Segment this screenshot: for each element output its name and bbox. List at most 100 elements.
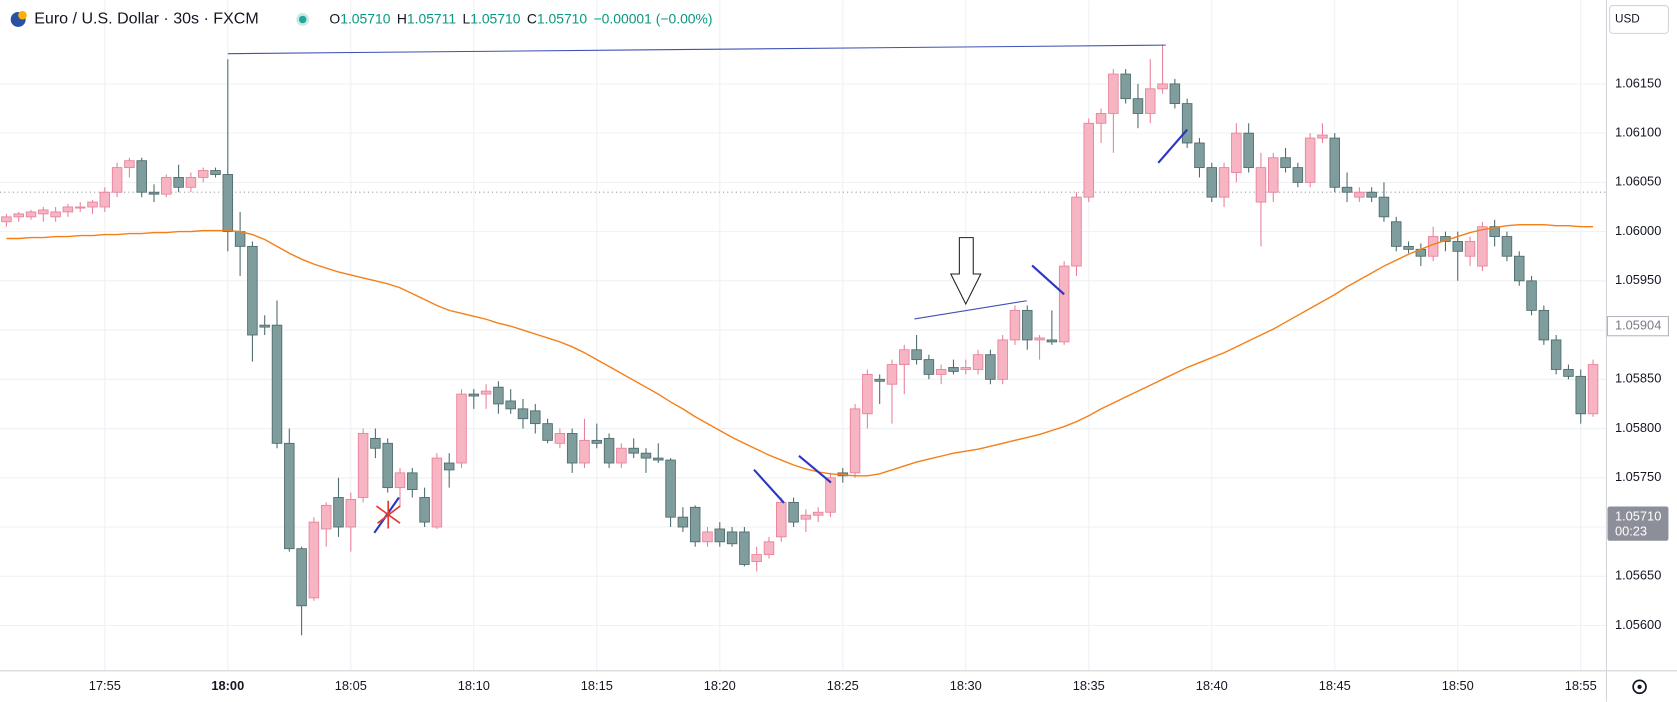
candle-body: [1317, 134, 1328, 139]
ohlc-value: 1.05711: [407, 10, 456, 26]
candle-body: [1489, 226, 1500, 237]
candle-body: [99, 191, 111, 208]
ohlc-value: 1.05710: [470, 10, 520, 26]
candle-body: [1095, 113, 1107, 124]
candle-body: [1341, 186, 1353, 193]
candle-body: [443, 462, 455, 471]
candle-body: [148, 191, 160, 195]
symbol-icon: [18, 10, 27, 20]
y-tick-label: 1.06000: [1615, 223, 1661, 238]
last-price-box: [1607, 506, 1669, 541]
candle-body: [185, 177, 197, 188]
candle-body: [25, 211, 37, 218]
candle-body: [1181, 103, 1193, 144]
candle-body: [1022, 309, 1033, 341]
grid: [0, 0, 1607, 671]
candle-body: [271, 324, 283, 444]
candle-body: [689, 506, 701, 543]
candle-body: [197, 170, 209, 178]
settings-icon[interactable]: [1637, 684, 1642, 689]
y-tick-label: 1.05750: [1615, 469, 1661, 484]
candle-body: [788, 501, 799, 523]
candle-body: [849, 408, 861, 474]
candle-body: [948, 367, 959, 372]
candle-body: [505, 400, 516, 410]
x-tick-label: 18:50: [1442, 678, 1474, 693]
ohlc-change: −0.00001 (−0.00%): [594, 10, 713, 26]
candle-body: [247, 245, 258, 336]
candle-body: [62, 206, 74, 213]
candle-body: [1354, 191, 1365, 198]
settings-button[interactable]: [1632, 679, 1647, 695]
y-tick-label: 1.06100: [1615, 125, 1661, 140]
trend-line: [798, 454, 832, 484]
x-tick-label: 18:15: [581, 678, 613, 693]
candle-body: [38, 209, 49, 215]
trend-line: [1031, 264, 1065, 296]
last-price-label: 1.05710: [1615, 509, 1661, 524]
cross-marker: [375, 500, 401, 529]
x-tick-label: 18:45: [1319, 678, 1351, 693]
candle-body: [308, 521, 320, 599]
candle-body: [1169, 83, 1181, 105]
candle-body: [1218, 167, 1230, 198]
candle-body: [1587, 364, 1599, 415]
candle-body: [357, 433, 369, 498]
candle-body: [1157, 83, 1168, 90]
candle-body: [173, 177, 184, 188]
ohlc-key: C: [527, 10, 537, 26]
candle-body: [259, 324, 270, 328]
candle-body: [665, 459, 676, 518]
candle-body: [726, 531, 738, 545]
x-tick-label: 18:40: [1196, 678, 1228, 693]
candle-body: [1268, 157, 1279, 193]
candle-body: [628, 447, 639, 454]
candle-body: [1464, 241, 1476, 257]
header: Euro / U.S. Dollar · 30s · FXCM O1.05710…: [10, 10, 713, 28]
candle-body: [1145, 88, 1156, 114]
candle-body: [1563, 369, 1574, 377]
candle-body: [480, 390, 492, 395]
candle-body: [1329, 137, 1340, 188]
candle-body: [345, 499, 357, 528]
y-tick-label: 1.05850: [1615, 371, 1661, 386]
candle-body: [1514, 255, 1525, 282]
currency-box[interactable]: [1609, 5, 1669, 34]
candle-body: [50, 211, 61, 218]
candle-body: [1575, 375, 1586, 415]
y-tick-label: 1.05650: [1615, 568, 1661, 583]
ohlc-key: O: [329, 10, 340, 26]
candle-body: [1058, 265, 1070, 343]
candle-body: [1, 216, 12, 223]
candle-body: [739, 531, 750, 565]
candle-body: [1452, 241, 1463, 252]
trend-line: [753, 468, 785, 504]
currency-selector[interactable]: USD: [1609, 5, 1669, 34]
x-tick-label: 18:10: [458, 678, 490, 693]
candle-body: [296, 548, 307, 607]
candle-body: [161, 177, 172, 195]
candle-body: [1034, 337, 1045, 341]
candle-body: [591, 439, 603, 444]
candle-body: [1304, 137, 1316, 183]
candle-body: [653, 457, 664, 461]
currency-label[interactable]: USD: [1615, 13, 1640, 26]
candle-body: [1538, 309, 1550, 341]
countdown-label: 00:23: [1615, 524, 1647, 539]
trend-line: [227, 44, 1166, 55]
candle-body: [911, 349, 922, 361]
candle-body: [517, 408, 529, 420]
candle-body: [87, 201, 98, 208]
candle-body: [554, 433, 566, 444]
settings-icon[interactable]: [1632, 679, 1647, 695]
y-tick-label: 1.06150: [1615, 75, 1661, 90]
trend-line: [373, 496, 400, 534]
candle-body: [997, 339, 1008, 380]
candle-body: [124, 160, 135, 169]
x-tick-label: 17:55: [89, 678, 121, 693]
candle-body: [1550, 339, 1562, 370]
candle-body: [960, 367, 972, 370]
marker-price-box: [1606, 315, 1669, 337]
